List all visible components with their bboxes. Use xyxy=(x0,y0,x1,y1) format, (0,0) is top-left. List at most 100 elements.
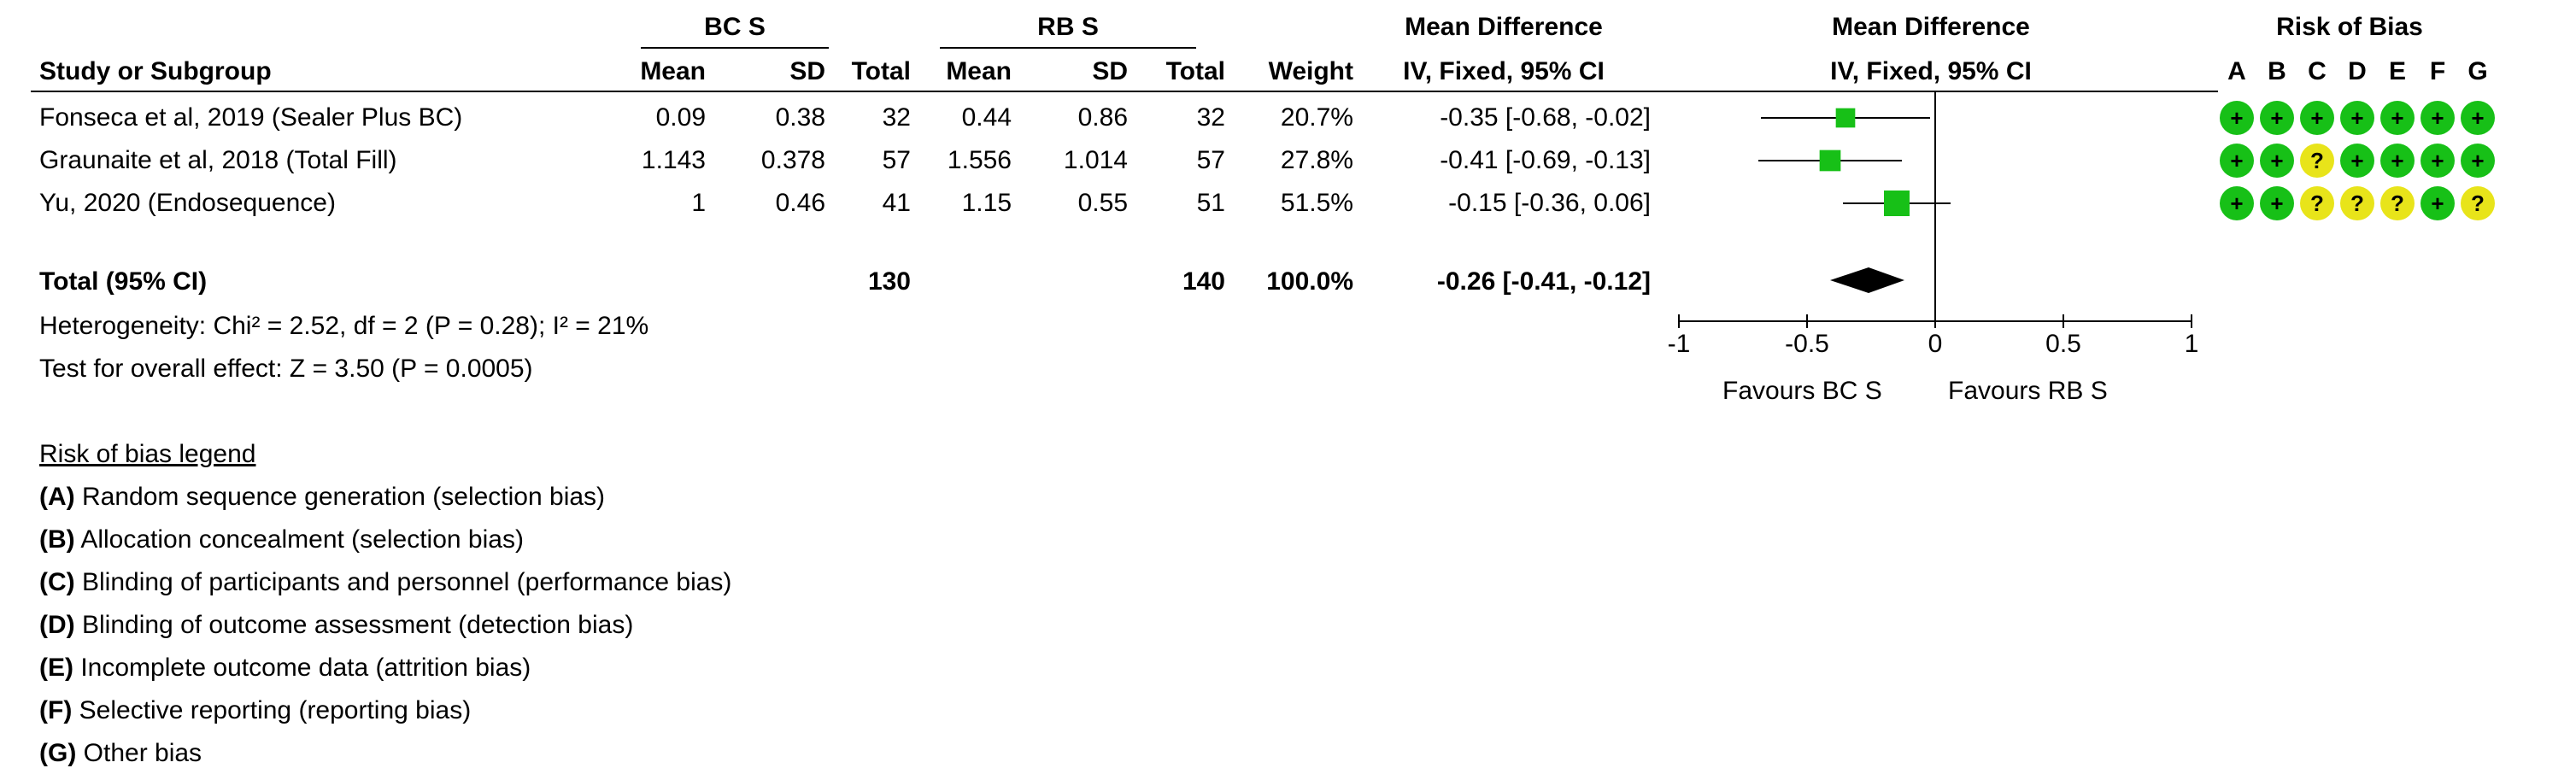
sd2-cell: 0.86 xyxy=(1077,103,1128,132)
header-rule xyxy=(31,91,2218,92)
x-tick-label: -0.5 xyxy=(1785,330,1829,358)
rob-low-icon: + xyxy=(2421,186,2455,220)
legend-key: (F) xyxy=(39,696,73,724)
ci-cell: -0.15 [-0.36, 0.06] xyxy=(1448,189,1651,217)
weight-cell: 27.8% xyxy=(1280,146,1353,174)
n2-cell: 51 xyxy=(1196,189,1225,217)
legend-key: (E) xyxy=(39,654,73,682)
sd2-header: SD xyxy=(1092,57,1128,85)
legend-key: (D) xyxy=(39,611,75,639)
total-n1: 130 xyxy=(867,267,911,296)
mean2-header: Mean xyxy=(946,57,1012,85)
rob-low-icon: + xyxy=(2260,101,2294,135)
favours-left-label: Favours BC S xyxy=(1722,377,1882,405)
study-header: Study or Subgroup xyxy=(39,57,272,85)
rob-letter-d: D xyxy=(2348,57,2367,85)
mean2-cell: 1.556 xyxy=(947,146,1012,174)
mean1-cell: 1.143 xyxy=(641,146,706,174)
legend-text: Selective reporting (reporting bias) xyxy=(72,696,472,724)
rob-unclear-icon: ? xyxy=(2300,144,2334,178)
sd1-cell: 0.38 xyxy=(775,103,825,132)
rob-unclear-icon: ? xyxy=(2461,186,2495,220)
rob-low-icon: + xyxy=(2380,144,2415,178)
mean2-cell: 1.15 xyxy=(961,189,1012,217)
legend-key: (B) xyxy=(39,525,75,554)
rob-low-icon: + xyxy=(2220,144,2254,178)
mean1-cell: 1 xyxy=(691,189,706,217)
sd1-header: SD xyxy=(789,57,825,85)
favours-right-label: Favours RB S xyxy=(1948,377,2108,405)
weight-cell: 20.7% xyxy=(1280,103,1353,132)
rob-low-icon: + xyxy=(2220,101,2254,135)
total-weight: 100.0% xyxy=(1266,267,1353,296)
rob-low-icon: + xyxy=(2461,144,2495,178)
pooled-diamond xyxy=(1830,267,1904,293)
legend-key: (G) xyxy=(39,739,77,767)
ci-cell: -0.35 [-0.68, -0.02] xyxy=(1440,103,1651,132)
rob-low-icon: + xyxy=(2340,144,2374,178)
rob-low-icon: + xyxy=(2260,144,2294,178)
mean1-cell: 0.09 xyxy=(655,103,706,132)
rob-low-icon: + xyxy=(2380,101,2415,135)
mean1-header: Mean xyxy=(640,57,706,85)
group1-rule xyxy=(641,47,829,49)
n2-cell: 32 xyxy=(1196,103,1225,132)
study-name: Fonseca et al, 2019 (Sealer Plus BC) xyxy=(39,103,463,132)
total1-header: Total xyxy=(851,57,911,85)
overall-effect-text: Test for overall effect: Z = 3.50 (P = 0… xyxy=(39,355,533,383)
legend-item: (E) Incomplete outcome data (attrition b… xyxy=(39,653,531,683)
rob-letter-e: E xyxy=(2388,57,2406,85)
n2-cell: 57 xyxy=(1196,146,1225,174)
n1-cell: 32 xyxy=(882,103,911,132)
sd2-cell: 0.55 xyxy=(1077,189,1128,217)
x-tick-label: 1 xyxy=(2185,330,2199,358)
effect-marker xyxy=(1884,191,1910,216)
rob-low-icon: + xyxy=(2220,186,2254,220)
group2-header: RB S xyxy=(1037,13,1099,41)
sd1-cell: 0.46 xyxy=(775,189,825,217)
rob-col-header: Risk of Bias xyxy=(2276,13,2423,41)
effect-marker xyxy=(1819,150,1841,172)
weight-cell: 51.5% xyxy=(1280,189,1353,217)
legend-item: (C) Blinding of participants and personn… xyxy=(39,567,731,598)
ci-cell: -0.41 [-0.69, -0.13] xyxy=(1440,146,1651,174)
legend-item: (A) Random sequence generation (selectio… xyxy=(39,482,605,513)
sd2-cell: 1.014 xyxy=(1063,146,1128,174)
rob-unclear-icon: ? xyxy=(2300,186,2334,220)
legend-text: Other bias xyxy=(76,739,202,767)
rob-letter-a: A xyxy=(2227,57,2246,85)
plot-col-header: Mean Difference xyxy=(1832,13,2030,41)
rob-unclear-icon: ? xyxy=(2340,186,2374,220)
legend-item: (B) Allocation concealment (selection bi… xyxy=(39,525,524,555)
legend-title: Risk of bias legend xyxy=(39,440,256,468)
rob-low-icon: + xyxy=(2340,101,2374,135)
rob-low-icon: + xyxy=(2300,101,2334,135)
x-tick-label: 0.5 xyxy=(2045,330,2081,358)
legend-text: Blinding of participants and personnel (… xyxy=(74,568,732,596)
mean2-cell: 0.44 xyxy=(961,103,1012,132)
legend-text: Incomplete outcome data (attrition bias) xyxy=(73,654,531,682)
rob-unclear-icon: ? xyxy=(2380,186,2415,220)
total-ci: -0.26 [-0.41, -0.12] xyxy=(1436,267,1651,296)
legend-key: (A) xyxy=(39,483,75,511)
rob-low-icon: + xyxy=(2260,186,2294,220)
effect-col-header: Mean Difference xyxy=(1405,13,1603,41)
legend-item: (G) Other bias xyxy=(39,738,202,769)
legend-text: Allocation concealment (selection bias) xyxy=(74,525,524,554)
weight-header: Weight xyxy=(1268,57,1353,85)
total-label: Total (95% CI) xyxy=(39,267,208,296)
rob-low-icon: + xyxy=(2421,101,2455,135)
legend-text: Blinding of outcome assessment (detectio… xyxy=(74,611,634,639)
total2-header: Total xyxy=(1165,57,1225,85)
study-name: Graunaite et al, 2018 (Total Fill) xyxy=(39,146,397,174)
group2-rule xyxy=(940,47,1196,49)
plot-sub-header: IV, Fixed, 95% CI xyxy=(1830,57,2032,85)
x-tick-label: -1 xyxy=(1668,330,1691,358)
effect-sub-header: IV, Fixed, 95% CI xyxy=(1403,57,1605,85)
total-n2: 140 xyxy=(1182,267,1225,296)
group1-header: BC S xyxy=(704,13,766,41)
sd1-cell: 0.378 xyxy=(760,146,825,174)
legend-item: (D) Blinding of outcome assessment (dete… xyxy=(39,610,633,641)
rob-letter-c: C xyxy=(2308,57,2327,85)
